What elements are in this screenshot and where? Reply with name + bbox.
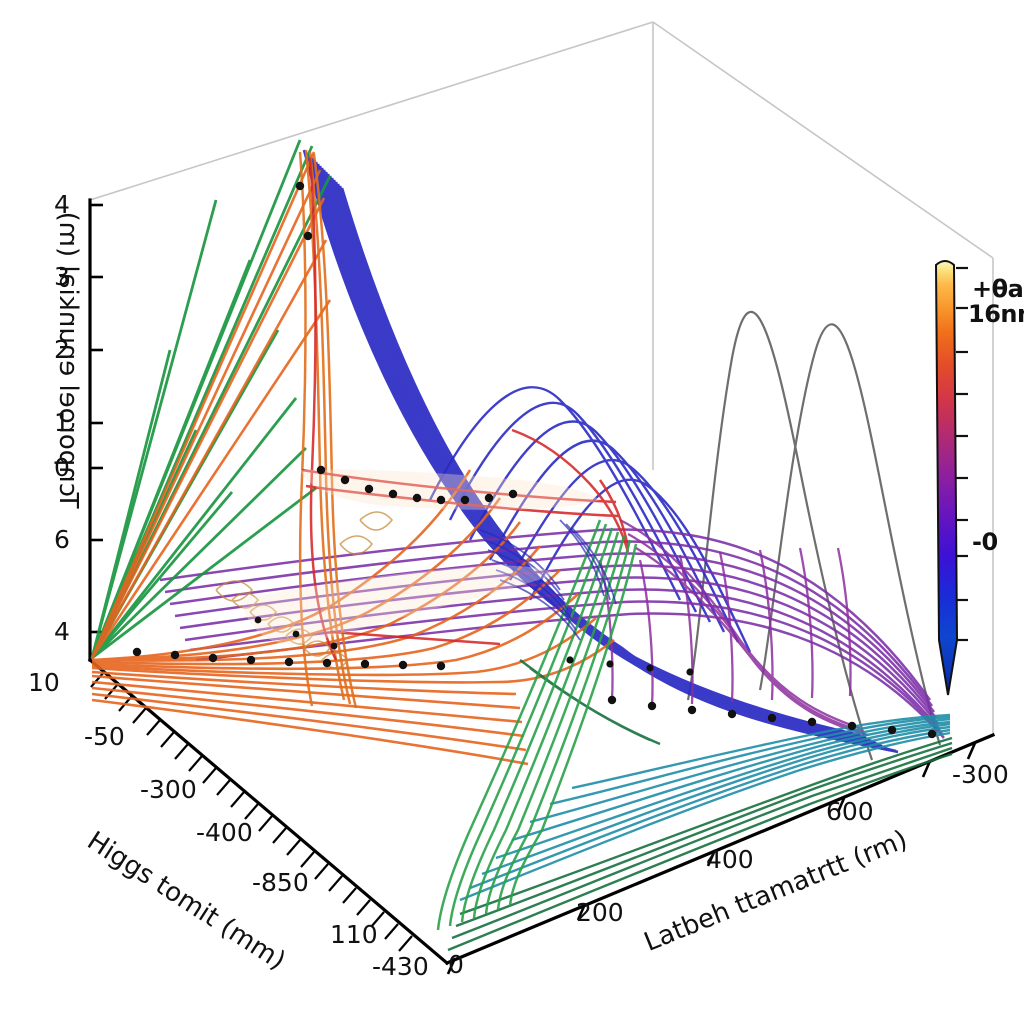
node-markers [132,181,937,739]
left-tick-110: 110 [330,920,378,949]
warm-nested-contours [215,511,394,669]
colorbar[interactable] [932,260,968,702]
blue-hump-curves [428,386,752,653]
right-tick-minus300: -300 [952,760,1009,789]
right-depth-ticks [446,742,977,975]
colorbar-top-label-2: 16nm [968,300,1024,328]
vertical-tick-2: 2 [54,335,70,364]
center-cluster-curves [479,519,617,641]
left-tick-minus50: -50 [84,722,125,751]
blue-fan-curves [302,149,899,754]
vertical-tick-4: 0 [54,453,70,482]
gray-envelope-curves [686,310,942,761]
colorbar-outline [934,260,959,696]
axis-left-depth [87,657,450,966]
teal-base-curves [459,713,951,902]
vertical-tick-5: 6 [54,525,70,554]
left-tick-minus300: -300 [140,775,197,804]
right-tick-600: 600 [826,797,874,826]
vertical-tick-0: 4 [54,190,70,219]
purple-ridge-curves [598,518,869,737]
colorbar-mid-label: -0 [972,528,998,556]
colorbar-ticks [956,266,968,642]
left-tick-minus850: -850 [252,868,309,897]
right-tick-200: 200 [576,898,624,927]
vertical-axis-label: Tcnporoel enunkial (m) [53,211,83,509]
vertical-tick-3: 1 [54,408,70,437]
green-mid-fan [436,519,638,931]
right-tick-400: 400 [706,845,754,874]
warm-plateau-shading [240,469,600,645]
left-tick-minus400: -400 [196,818,253,847]
left-tick-minus430: -430 [372,952,429,981]
right-tick-0: 0 [448,950,464,979]
vertical-tick-1: 3 [54,262,70,291]
vertical-tick-6: 4 [54,617,70,646]
left-tick-10: 10 [28,668,60,697]
axis-right-depth [444,732,996,966]
colorbar-top-label-1: +θa [972,275,1024,303]
vertical-axis-ticks [90,203,103,634]
darkgreen-base-curves [447,659,953,952]
red-ridge-curves [301,157,630,661]
